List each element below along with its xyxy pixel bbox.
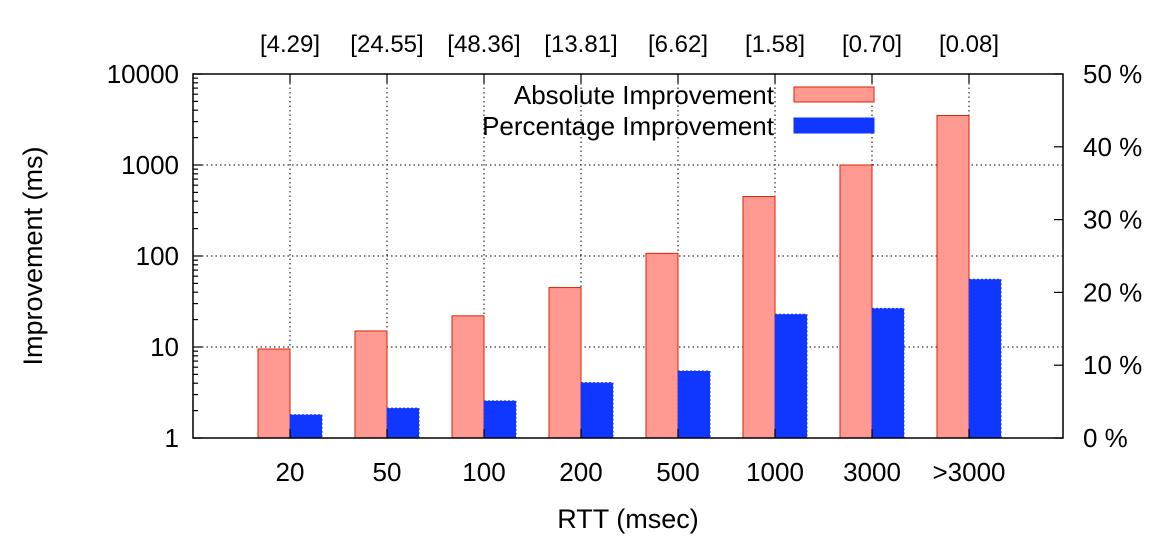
bar-percentage-improvement — [871, 307, 905, 439]
legend-swatch — [793, 86, 875, 103]
x-tick-label: 500 — [656, 457, 699, 487]
y2-tick-label: 30 % — [1083, 205, 1142, 235]
gridlines — [193, 74, 1063, 438]
bar-percentage-improvement — [677, 370, 711, 439]
y-tick-label: 1000 — [121, 150, 179, 180]
bar-percentage-improvement — [968, 278, 1002, 439]
y-tick-label: 100 — [136, 241, 179, 271]
axis-ticks — [193, 73, 1063, 439]
bars — [257, 114, 1002, 439]
bar-absolute-improvement — [548, 287, 582, 439]
category-share-label: [6.62] — [648, 31, 708, 58]
bar-percentage-improvement — [386, 407, 420, 439]
x-tick-label: 50 — [373, 457, 402, 487]
tick-labels: 1 10 100 1000 10000 0 % 10 % 20 % 30 % 40 % 50 % 20… — [107, 31, 1143, 487]
y-tick-label: 10000 — [107, 59, 179, 89]
y-axis-label: Improvement (ms) — [18, 146, 48, 365]
legend-swatch — [793, 117, 875, 134]
y2-tick-label: 0 % — [1083, 423, 1128, 453]
bar-absolute-improvement — [645, 252, 679, 439]
bar-percentage-improvement — [483, 400, 517, 439]
category-share-label: [4.29] — [260, 31, 320, 58]
bar-absolute-improvement — [257, 348, 291, 439]
bar-percentage-improvement — [774, 313, 808, 439]
category-share-label: [1.58] — [745, 31, 805, 58]
bar-percentage-improvement — [289, 414, 323, 439]
y2-tick-label: 20 % — [1083, 277, 1142, 307]
bar-absolute-improvement — [354, 330, 388, 439]
category-share-label: [13.81] — [544, 31, 617, 58]
x-tick-label: 3000 — [843, 457, 901, 487]
category-share-label: [0.70] — [842, 31, 902, 58]
x-tick-label: 100 — [462, 457, 505, 487]
y2-tick-label: 10 % — [1083, 350, 1142, 380]
x-axis-label: RTT (msec) — [557, 504, 699, 534]
legend-label: Percentage Improvement — [482, 111, 775, 141]
bar-absolute-improvement — [451, 315, 485, 439]
x-tick-label: 20 — [276, 457, 305, 487]
category-share-label: [0.08] — [939, 31, 999, 58]
x-tick-label: 1000 — [746, 457, 804, 487]
bar-absolute-improvement — [742, 196, 776, 439]
y2-tick-label: 40 % — [1083, 132, 1142, 162]
y-tick-label: 1 — [165, 423, 179, 453]
bar-absolute-improvement — [936, 114, 970, 439]
bar-percentage-improvement — [580, 382, 614, 439]
x-tick-label: 200 — [559, 457, 602, 487]
y-tick-label: 10 — [150, 332, 179, 362]
category-share-label: [24.55] — [350, 31, 423, 58]
y2-tick-label: 50 % — [1083, 59, 1142, 89]
legend-label: Absolute Improvement — [514, 80, 775, 110]
category-share-label: [48.36] — [447, 31, 520, 58]
x-tick-label: >3000 — [932, 457, 1005, 487]
bar-absolute-improvement — [839, 164, 873, 439]
